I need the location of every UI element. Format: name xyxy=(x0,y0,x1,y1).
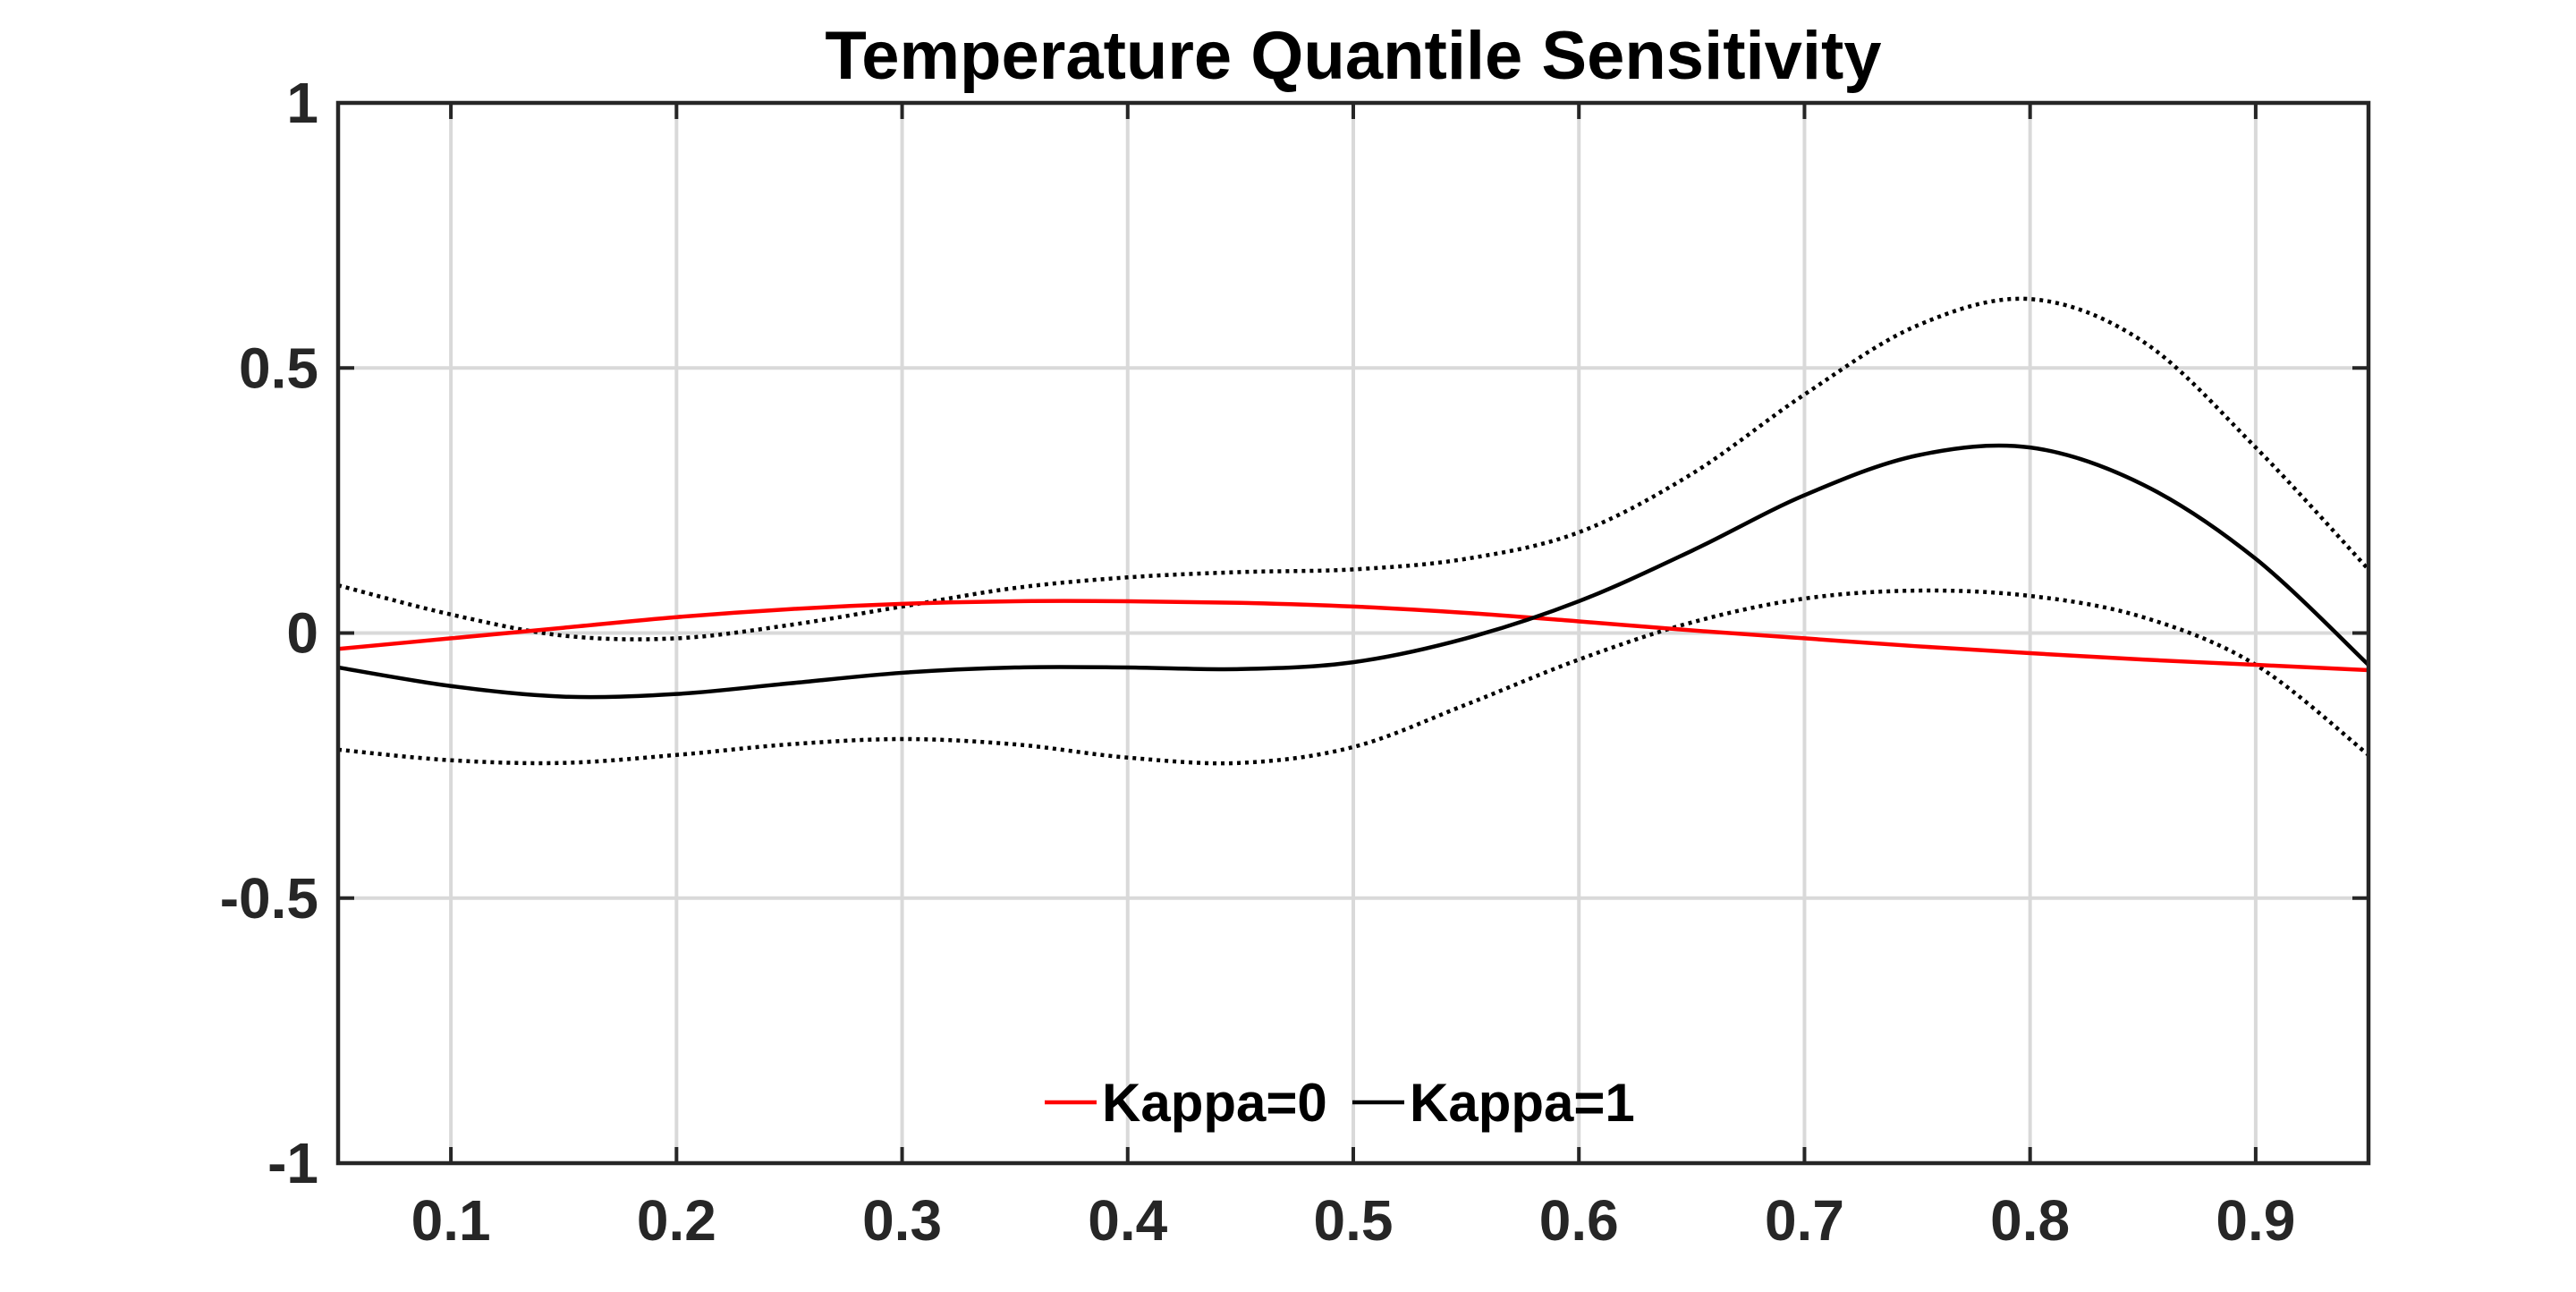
x-tick-label: 0.9 xyxy=(2216,1188,2295,1253)
x-tick-label: 0.8 xyxy=(1990,1188,2070,1253)
legend-label: Kappa=0 xyxy=(1102,1073,1327,1133)
legend: Kappa=0 Kappa=1 xyxy=(1045,1073,1635,1133)
y-tick-label: 0.5 xyxy=(239,336,318,400)
series-line-kappa-0 xyxy=(338,599,2368,673)
grid-lines xyxy=(338,101,2368,1165)
x-tick-label: 0.6 xyxy=(1539,1188,1619,1253)
x-tick-label: 0.2 xyxy=(637,1188,716,1253)
y-tick-label: -0.5 xyxy=(220,866,318,931)
x-tick-label: 0.4 xyxy=(1088,1188,1167,1253)
x-tick-label: 0.3 xyxy=(862,1188,942,1253)
x-axis-ticks: 0.1 0.2 0.3 0.4 0.5 0.6 0.7 0.8 0.9 xyxy=(411,103,2295,1253)
y-tick-label: 0 xyxy=(286,601,318,666)
x-tick-label: 0.7 xyxy=(1765,1188,1844,1253)
y-tick-label: 1 xyxy=(286,71,318,135)
chart-title: Temperature Quantile Sensitivity xyxy=(825,18,1881,94)
series-line-kappa-1-lower-band xyxy=(338,588,2368,766)
x-tick-label: 0.1 xyxy=(411,1188,491,1253)
plot-series xyxy=(338,296,2368,766)
series-line-kappa-1 xyxy=(338,443,2368,700)
series-line-kappa-1-upper-band xyxy=(338,296,2368,642)
y-axis-ticks: 1 0.5 0 -0.5 -1 xyxy=(220,71,2368,1195)
x-tick-label: 0.5 xyxy=(1314,1188,1394,1253)
y-tick-label: -1 xyxy=(267,1131,318,1195)
legend-label: Kappa=1 xyxy=(1410,1073,1635,1133)
